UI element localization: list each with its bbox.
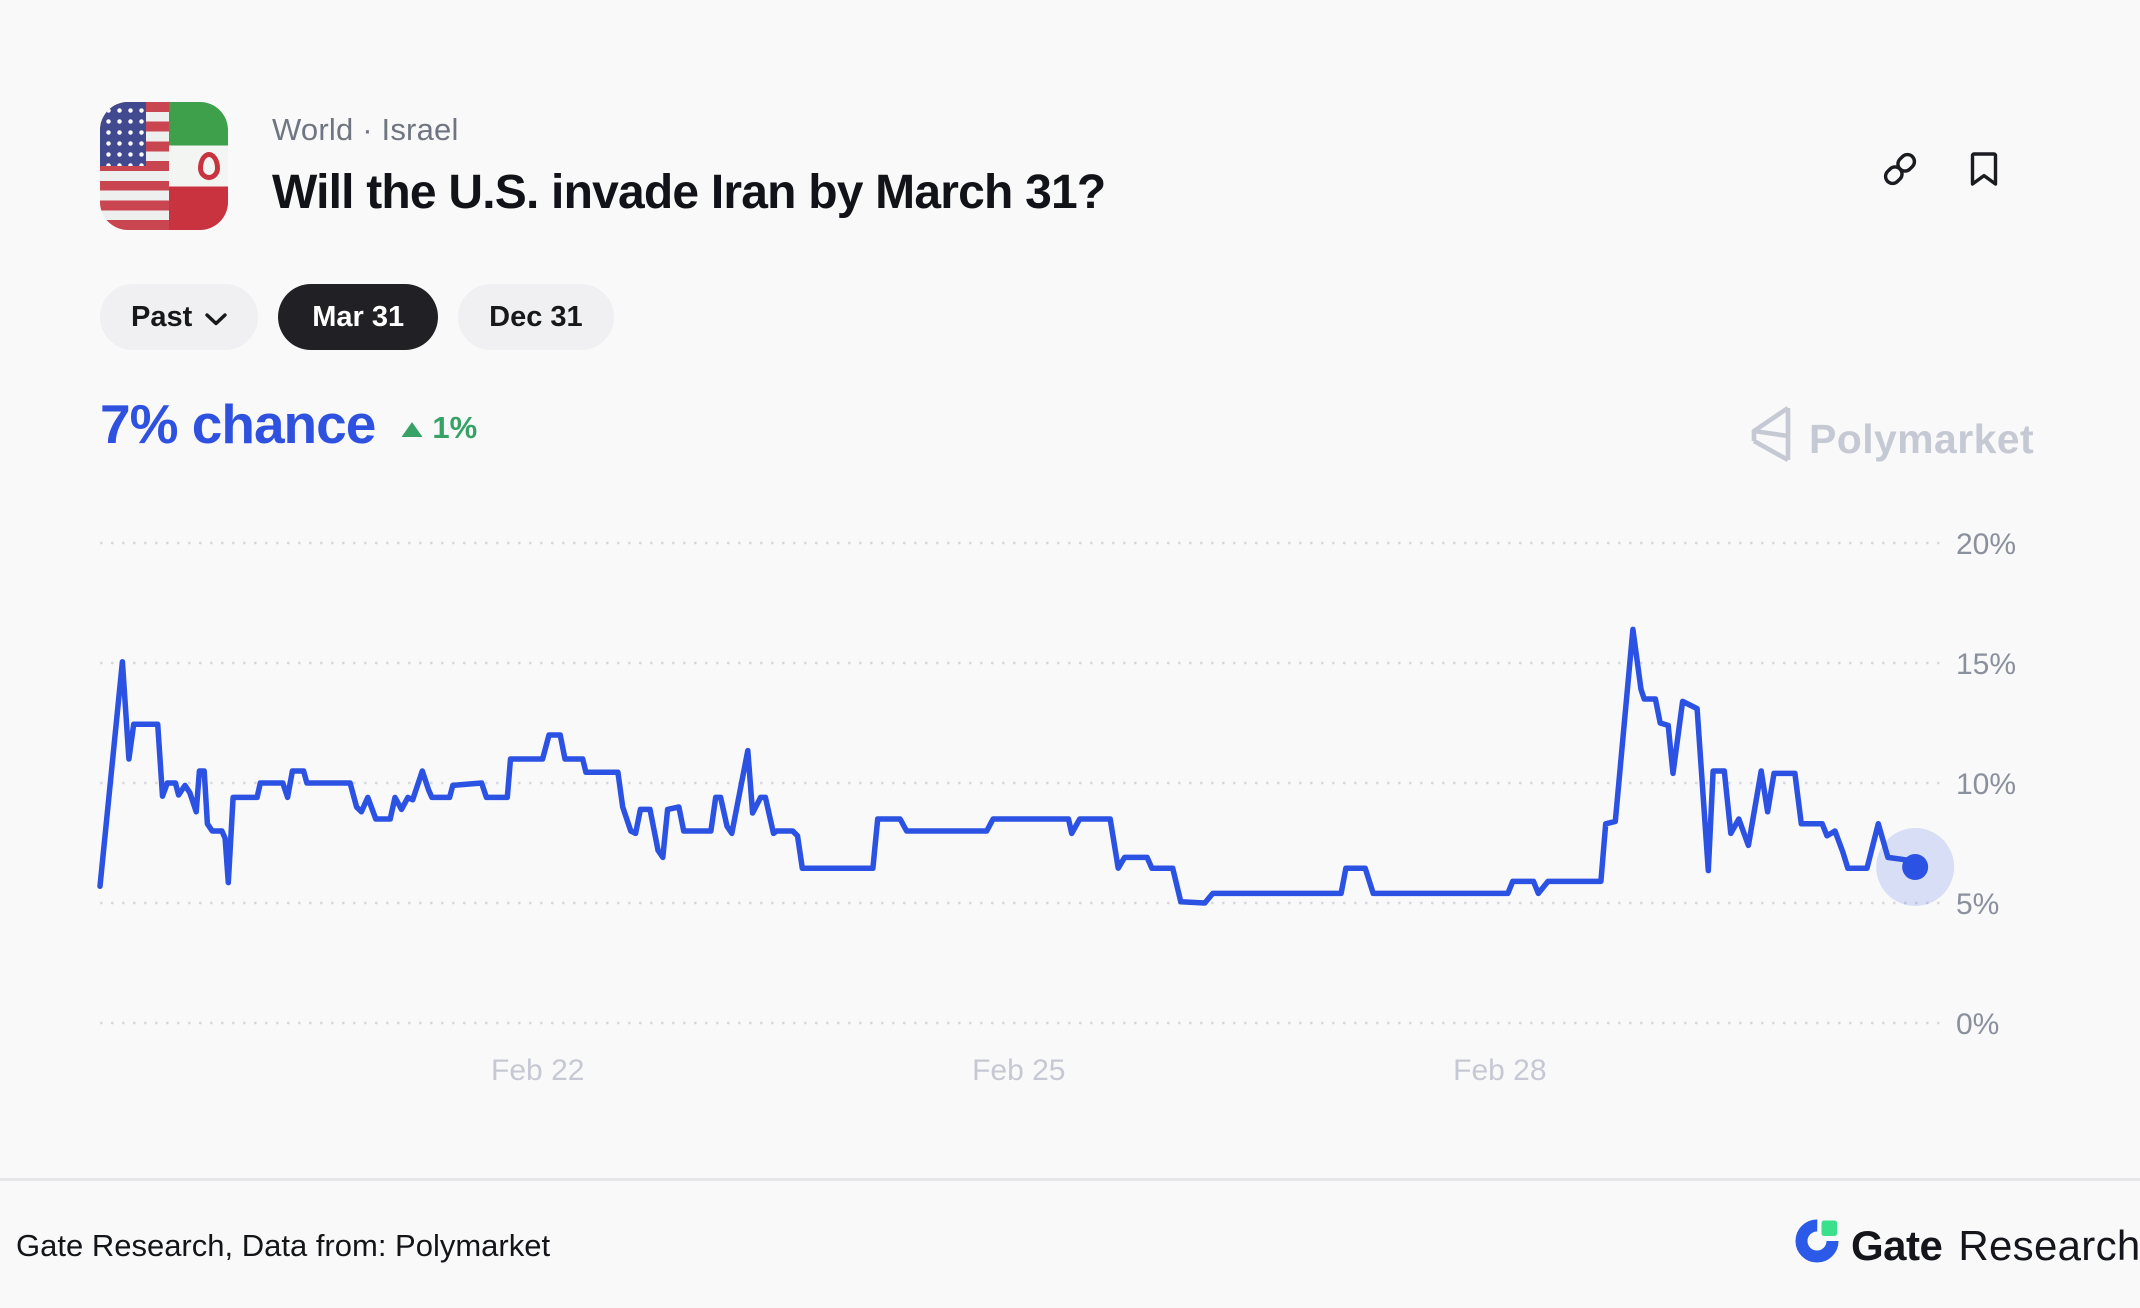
- copy-link-button[interactable]: [1877, 146, 1923, 192]
- header-actions: [1877, 146, 2007, 192]
- current-value-dot: [1902, 854, 1929, 880]
- delta-value: 1%: [432, 410, 478, 445]
- attribution-text: Gate Research, Data from: Polymarket: [16, 1228, 551, 1263]
- polymarket-watermark-label: Polymarket: [1809, 415, 2035, 462]
- breadcrumb: World · Israel: [272, 112, 459, 147]
- page-title: Will the U.S. invade Iran by March 31?: [272, 166, 1106, 219]
- gate-logo-light-text: Research: [1958, 1222, 2140, 1269]
- x-axis-tick-label: Feb 25: [972, 1054, 1065, 1087]
- polymarket-logo-icon: [1748, 404, 1794, 474]
- iran-emblem: [197, 151, 220, 180]
- tab-mar-31[interactable]: Mar 31: [278, 284, 439, 350]
- header-text: World · Israel Will the U.S. invade Iran…: [272, 112, 1106, 220]
- delta-badge: 1%: [401, 410, 477, 446]
- y-axis-tick-label: 0%: [1956, 1008, 1999, 1041]
- y-axis-tick-label: 10%: [1956, 768, 2016, 801]
- gate-research-logo: Gate Research: [1794, 1218, 2140, 1274]
- chance-value: 7% chance: [100, 393, 376, 455]
- bookmark-button[interactable]: [1961, 146, 2007, 192]
- tab-dec-31[interactable]: Dec 31: [458, 284, 614, 350]
- timeframe-pills: Past Mar 31 Dec 31: [100, 284, 614, 350]
- chevron-down-icon: [205, 301, 227, 334]
- polymarket-watermark: Polymarket: [1748, 404, 2034, 474]
- us-flag-half: [100, 102, 172, 230]
- gate-logo-bold-text: Gate: [1851, 1222, 1943, 1269]
- y-axis-tick-label: 20%: [1956, 528, 2016, 561]
- probability-line: [97, 626, 1918, 906]
- past-dropdown[interactable]: Past: [100, 284, 259, 350]
- us-flag-canton: [100, 102, 146, 166]
- triangle-up-icon: [401, 410, 423, 446]
- x-axis-tick-label: Feb 28: [1453, 1054, 1546, 1087]
- x-axis-tick-label: Feb 22: [491, 1054, 584, 1087]
- y-axis-tick-label: 5%: [1956, 888, 1999, 921]
- y-axis-tick-label: 15%: [1956, 648, 2016, 681]
- past-dropdown-label: Past: [131, 300, 193, 333]
- link-icon: [1878, 147, 1922, 191]
- footer-divider: [0, 1178, 2140, 1181]
- gate-logo-icon: [1794, 1218, 1840, 1274]
- bookmark-icon: [1962, 147, 2006, 191]
- iran-flag-half: [169, 102, 228, 230]
- stat-row: 7% chance 1%: [100, 392, 477, 456]
- us-iran-flag-image: [100, 102, 228, 230]
